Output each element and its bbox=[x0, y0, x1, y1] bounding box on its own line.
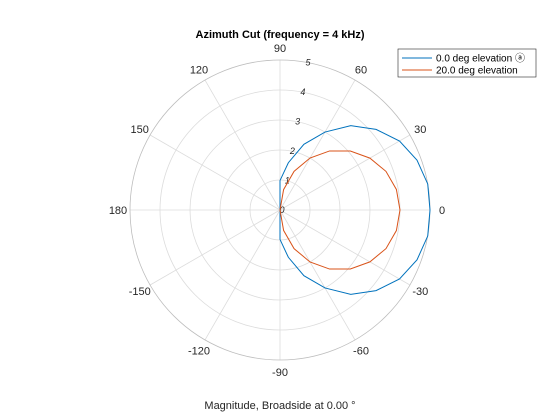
radial-tick-labels: 0 1 2 3 4 5 bbox=[279, 57, 311, 215]
angular-grid-line-10 bbox=[149, 134, 281, 211]
series-lines bbox=[279, 125, 431, 295]
angular-grid-line-11 bbox=[204, 79, 281, 211]
angle-tick-label-11: 120 bbox=[190, 65, 208, 77]
chart-title: Azimuth Cut (frequency = 4 kHz) bbox=[196, 29, 365, 41]
radial-tick-label-4: 4 bbox=[300, 87, 305, 97]
angle-tick-label-9: 180 bbox=[109, 205, 127, 217]
radial-tick-label-1: 1 bbox=[285, 175, 290, 185]
angle-tick-label-7: -120 bbox=[188, 345, 210, 357]
series-line-0 bbox=[279, 125, 431, 295]
angle-tick-label-1: 60 bbox=[355, 65, 367, 77]
legend-box bbox=[397, 48, 537, 78]
radial-tick-label-5: 5 bbox=[306, 57, 312, 67]
radial-tick-label-3: 3 bbox=[295, 116, 300, 126]
angle-tick-label-4: -30 bbox=[412, 286, 428, 298]
angular-grid-line-5 bbox=[279, 209, 356, 341]
angle-tick-label-8: -150 bbox=[129, 286, 151, 298]
angular-grid-line-2 bbox=[279, 134, 411, 211]
angular-grid-line-7 bbox=[204, 209, 281, 341]
angle-tick-label-2: 30 bbox=[414, 124, 426, 136]
angular-grid-line-8 bbox=[149, 209, 281, 286]
radial-tick-label-2: 2 bbox=[289, 146, 295, 156]
angle-tick-label-6: -90 bbox=[272, 367, 288, 379]
angle-tick-label-5: -60 bbox=[353, 345, 369, 357]
angular-grid-line-4 bbox=[279, 209, 411, 286]
legend: 0.0 deg elevation ⓐ 20.0 deg elevation bbox=[397, 48, 537, 78]
x-axis-label: Magnitude, Broadside at 0.00 ° bbox=[204, 400, 355, 412]
angle-tick-label-0: 90 bbox=[274, 43, 286, 55]
radial-tick-label-0: 0 bbox=[279, 205, 284, 215]
angle-tick-label-10: 150 bbox=[131, 124, 149, 136]
series-line-1 bbox=[279, 150, 401, 270]
angle-tick-label-3: 0 bbox=[439, 205, 445, 217]
legend-entry-0: 0.0 deg elevation ⓐ bbox=[436, 53, 525, 65]
legend-entry-1: 20.0 deg elevation bbox=[436, 66, 518, 77]
angular-grid-line-1 bbox=[279, 79, 356, 211]
